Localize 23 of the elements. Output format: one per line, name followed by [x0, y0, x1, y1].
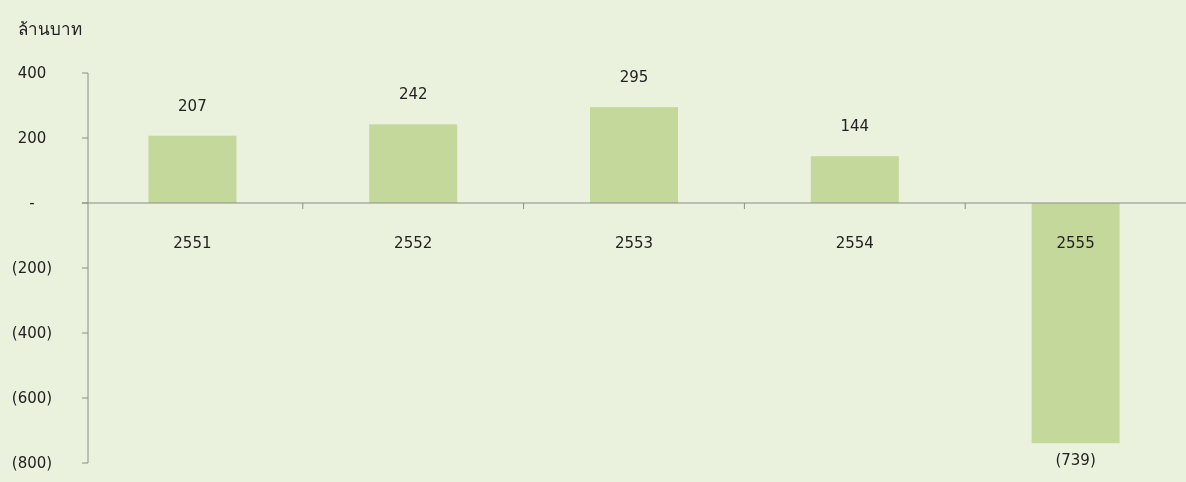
data-label: 144	[840, 117, 870, 136]
data-label: (739)	[1055, 451, 1096, 470]
x-tick-label: 2552	[394, 234, 433, 252]
x-tick-label: 2554	[835, 234, 874, 252]
data-label: 242	[398, 85, 428, 104]
bar	[1031, 203, 1120, 444]
bar	[810, 156, 899, 203]
y-tick-label: (600)	[11, 389, 53, 407]
y-tick-label: (200)	[11, 259, 53, 277]
y-tick-label: (400)	[11, 324, 53, 342]
y-axis-title: ล้านบาท	[18, 19, 82, 39]
x-tick-label: 2553	[614, 234, 654, 252]
x-tick-label: 2551	[173, 234, 212, 252]
y-tick-label: -	[29, 194, 35, 212]
bar	[369, 124, 458, 203]
data-label: 207	[178, 96, 207, 115]
y-tick-label: (800)	[11, 454, 53, 472]
x-tick-label: 2555	[1056, 234, 1095, 252]
bar	[590, 107, 678, 203]
y-tick-label: 400	[17, 64, 47, 82]
data-label: 295	[619, 68, 649, 87]
y-tick-label: 200	[17, 129, 47, 147]
bar	[148, 135, 237, 203]
